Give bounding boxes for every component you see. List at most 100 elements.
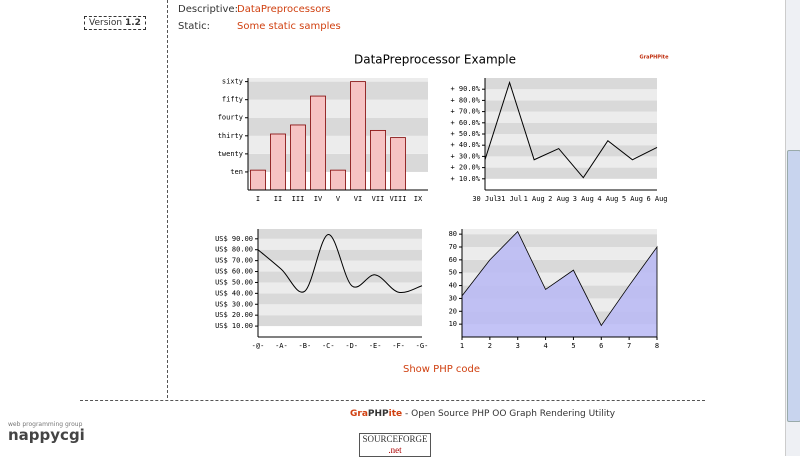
show-code-link[interactable]: Show PHP code (403, 364, 481, 375)
x-tick-label: 4 Aug (597, 195, 618, 203)
grid-band (485, 167, 657, 179)
chart-title: DataPreprocessor Example (354, 53, 516, 67)
bar (270, 133, 286, 191)
x-tick-label: VII (372, 195, 385, 203)
version-number: 1.2 (124, 18, 141, 28)
x-tick-label: 1 Aug (524, 195, 545, 203)
scrollbar[interactable] (785, 0, 800, 456)
y-tick-label: 10 (449, 320, 457, 328)
x-tick-label: 5 Aug (622, 195, 643, 203)
grid-band (258, 293, 422, 305)
grid-band (258, 315, 422, 327)
grid-band (485, 134, 657, 146)
grid-band (485, 78, 657, 90)
version-label: Version (89, 18, 123, 28)
x-tick-label: -A- (275, 342, 288, 350)
y-tick-label: US$ 80.00 (215, 246, 253, 254)
y-tick-label: 30 (449, 294, 457, 302)
x-tick-label: 1 (460, 342, 464, 350)
grid-band (258, 238, 422, 250)
brand: ite (388, 409, 403, 419)
y-tick-label: US$ 60.00 (215, 268, 253, 276)
y-tick-label: US$ 10.00 (215, 322, 253, 330)
y-tick-label: + 30.0% (450, 152, 480, 160)
y-tick-label: 80 (449, 230, 457, 238)
bar (310, 95, 326, 191)
x-tick-label: V (336, 195, 341, 203)
scroll-thumb[interactable] (787, 150, 800, 422)
x-tick-label: 2 Aug (548, 195, 569, 203)
sf-logo: SOURCEFORGE (362, 434, 428, 444)
y-tick-label: + 90.0% (450, 85, 480, 93)
y-tick-label: US$ 40.00 (215, 289, 253, 297)
x-tick-label: 7 (627, 342, 631, 350)
footer-divider (80, 400, 705, 401)
grid-band (462, 234, 657, 247)
y-tick-label: ten (230, 168, 243, 176)
x-tick-label: 31 Jul (497, 195, 522, 203)
info-link[interactable]: Some static samples (237, 21, 341, 32)
x-tick-label: IX (414, 195, 423, 203)
grid-band (258, 304, 422, 316)
grid-band (258, 282, 422, 294)
y-tick-label: 50 (449, 269, 457, 277)
grid-band (485, 89, 657, 101)
x-tick-label: III (292, 195, 305, 203)
grid-band (248, 117, 428, 136)
y-tick-label: + 10.0% (450, 175, 480, 183)
sourceforge-badge: SOURCEFORGE .net (359, 433, 431, 457)
x-tick-label: 6 Aug (646, 195, 667, 203)
grid-band (248, 99, 428, 118)
y-tick-label: US$ 20.00 (215, 311, 253, 319)
grid-band (248, 81, 428, 100)
sf-net: .net (388, 445, 402, 455)
grid-band (485, 145, 657, 157)
x-tick-label: II (274, 195, 282, 203)
grid-band (462, 229, 657, 235)
x-tick-label: VI (354, 195, 362, 203)
info-link[interactable]: DataPreprocessors (237, 4, 331, 15)
y-tick-label: 40 (449, 282, 457, 290)
x-tick-label: 2 (488, 342, 492, 350)
x-tick-label: I (256, 195, 260, 203)
grid-band (258, 249, 422, 261)
x-tick-label: 30 Jul (472, 195, 497, 203)
x-tick-label: 6 (599, 342, 603, 350)
y-tick-label: + 80.0% (450, 96, 480, 104)
y-tick-label: 60 (449, 256, 457, 264)
brand: PHP (367, 409, 389, 419)
bar (290, 124, 306, 191)
nappy-badge: web programming group nappycgi (8, 421, 85, 443)
y-tick-label: twenty (218, 150, 243, 158)
y-tick-label: + 20.0% (450, 164, 480, 172)
x-tick-label: 5 (571, 342, 575, 350)
line (484, 80, 658, 179)
y-tick-label: + 60.0% (450, 119, 480, 127)
y-tick-label: 20 (449, 307, 457, 315)
x-tick-label: 3 (516, 342, 520, 350)
brand: Gra (350, 409, 368, 419)
info-label: Descriptive: (178, 4, 238, 15)
x-tick-label: 4 (543, 342, 547, 350)
nappy-logo: nappycgi (8, 426, 85, 444)
x-tick-label: -F- (392, 342, 405, 350)
y-tick-label: + 50.0% (450, 130, 480, 138)
grid-band (258, 271, 422, 283)
x-tick-label: -B- (299, 342, 312, 350)
grid-band (248, 78, 428, 82)
x-tick-label: VIII (390, 195, 407, 203)
x-tick-label: -C- (322, 342, 335, 350)
bar (350, 81, 366, 191)
y-tick-label: + 70.0% (450, 108, 480, 116)
x-tick-label: -G- (416, 342, 429, 350)
x-tick-label: 3 Aug (573, 195, 594, 203)
x-tick-label: IV (314, 195, 323, 203)
bar (330, 169, 346, 191)
bar (390, 137, 406, 191)
y-tick-label: US$ 50.00 (215, 278, 253, 286)
grid-band (258, 229, 422, 239)
grid-band (485, 100, 657, 112)
grid-band (485, 122, 657, 134)
